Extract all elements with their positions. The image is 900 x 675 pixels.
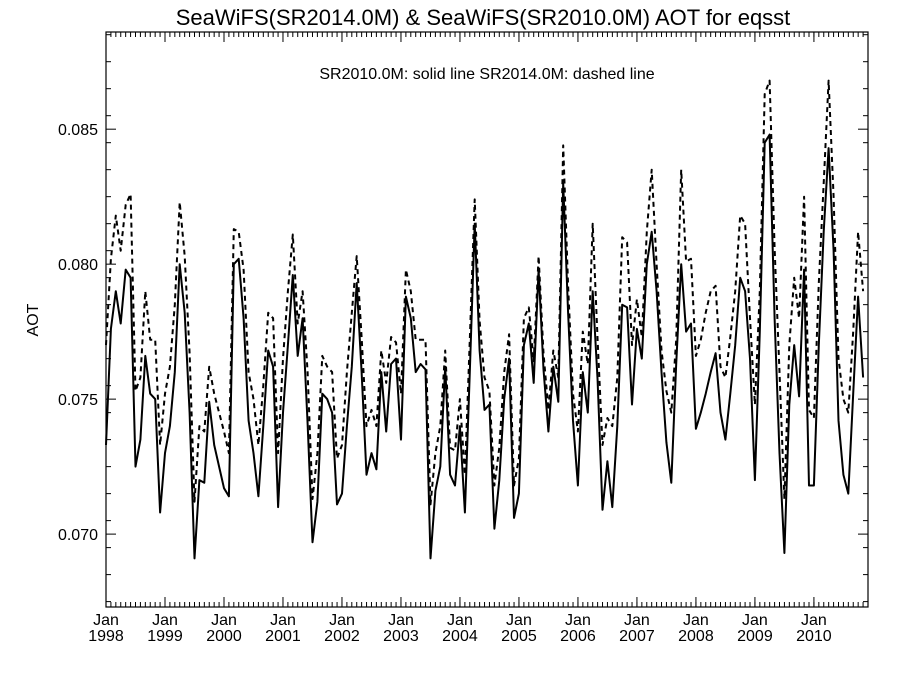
x-tick-year-label: 2002 <box>324 628 360 645</box>
x-tick-month-label: Jan <box>447 612 473 629</box>
x-tick-month-label: Jan <box>624 612 650 629</box>
x-tick-month-label: Jan <box>329 612 355 629</box>
y-axis-label: AOT <box>25 303 42 336</box>
chart-title: SeaWiFS(SR2014.0M) & SeaWiFS(SR2010.0M) … <box>176 5 791 30</box>
series-line-sr2010-0m <box>105 133 865 560</box>
x-tick-year-label: 2009 <box>737 628 773 645</box>
x-tick-year-label: 2004 <box>442 628 478 645</box>
y-tick-label: 0.075 <box>58 392 98 409</box>
x-tick-year-label: 2005 <box>501 628 537 645</box>
x-tick-year-label: 1999 <box>147 628 183 645</box>
series-layer <box>105 79 865 560</box>
plot-frame <box>105 31 869 608</box>
axis-ticks: 0.0700.0750.0800.085Jan1998Jan1999Jan200… <box>58 32 869 645</box>
x-tick-month-label: Jan <box>801 612 827 629</box>
x-tick-month-label: Jan <box>211 612 237 629</box>
x-tick-month-label: Jan <box>93 612 119 629</box>
x-tick-month-label: Jan <box>683 612 709 629</box>
x-tick-year-label: 1998 <box>88 628 124 645</box>
x-tick-month-label: Jan <box>565 612 591 629</box>
x-tick-year-label: 2003 <box>383 628 419 645</box>
series-line-sr2014-0m <box>105 79 865 506</box>
x-tick-month-label: Jan <box>506 612 532 629</box>
x-tick-year-label: 2000 <box>206 628 242 645</box>
x-tick-month-label: Jan <box>742 612 768 629</box>
x-tick-year-label: 2007 <box>619 628 655 645</box>
y-tick-label: 0.085 <box>58 122 98 139</box>
x-tick-year-label: 2008 <box>678 628 714 645</box>
x-tick-year-label: 2006 <box>560 628 596 645</box>
x-tick-month-label: Jan <box>152 612 178 629</box>
x-tick-year-label: 2010 <box>796 628 832 645</box>
y-tick-label: 0.070 <box>58 527 98 544</box>
y-tick-label: 0.080 <box>58 257 98 274</box>
legend-text: SR2010.0M: solid line SR2014.0M: dashed … <box>319 66 654 83</box>
x-tick-month-label: Jan <box>388 612 414 629</box>
x-tick-month-label: Jan <box>270 612 296 629</box>
x-tick-year-label: 2001 <box>265 628 301 645</box>
